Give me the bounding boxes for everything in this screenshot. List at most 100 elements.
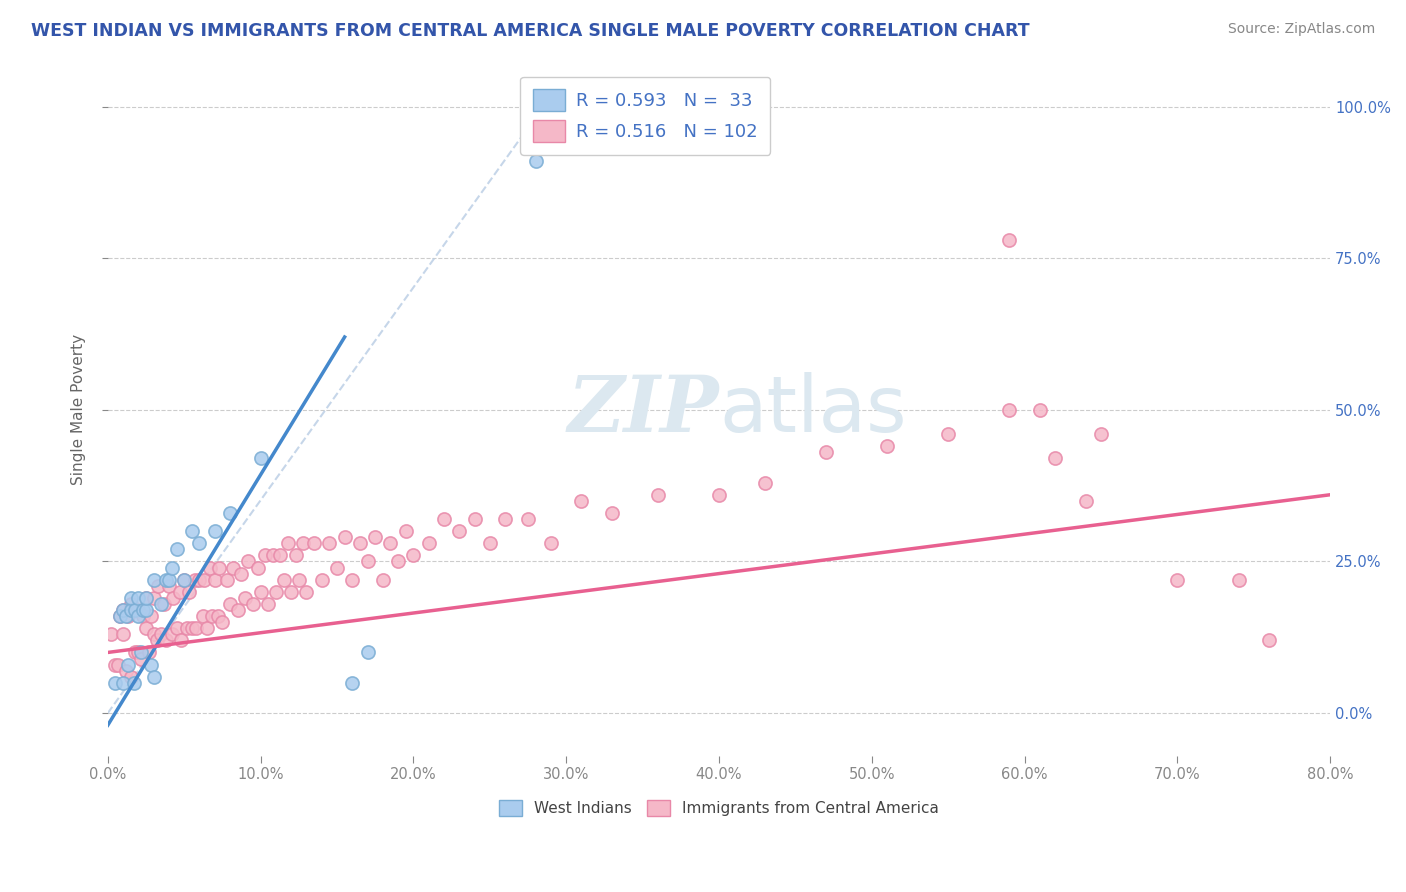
Point	[280, 584, 302, 599]
Point	[191, 609, 214, 624]
Point	[449, 524, 471, 538]
Point	[219, 597, 242, 611]
Point	[1029, 402, 1052, 417]
Point	[402, 549, 425, 563]
Point	[180, 621, 202, 635]
Point	[117, 657, 139, 672]
Point	[127, 603, 149, 617]
Point	[155, 633, 177, 648]
Point	[371, 573, 394, 587]
Point	[117, 609, 139, 624]
Point	[936, 427, 959, 442]
Point	[127, 609, 149, 624]
Legend: West Indians, Immigrants from Central America: West Indians, Immigrants from Central Am…	[491, 792, 946, 824]
Point	[478, 536, 501, 550]
Point	[257, 597, 280, 611]
Point	[707, 488, 730, 502]
Point	[342, 675, 364, 690]
Point	[173, 573, 195, 587]
Point	[418, 536, 440, 550]
Point	[145, 633, 167, 648]
Point	[107, 657, 129, 672]
Point	[208, 560, 231, 574]
Point	[1166, 573, 1188, 587]
Point	[120, 597, 142, 611]
Point	[1227, 573, 1250, 587]
Point	[162, 591, 184, 605]
Point	[139, 609, 162, 624]
Point	[177, 584, 200, 599]
Point	[201, 609, 224, 624]
Point	[754, 475, 776, 490]
Point	[204, 524, 226, 538]
Point	[166, 542, 188, 557]
Point	[160, 627, 183, 641]
Point	[600, 506, 623, 520]
Point	[169, 584, 191, 599]
Y-axis label: Single Male Poverty: Single Male Poverty	[72, 334, 86, 485]
Point	[100, 627, 122, 641]
Text: atlas: atlas	[718, 372, 907, 448]
Point	[246, 560, 269, 574]
Point	[571, 493, 593, 508]
Point	[540, 536, 562, 550]
Point	[120, 591, 142, 605]
Point	[229, 566, 252, 581]
Point	[342, 573, 364, 587]
Point	[219, 506, 242, 520]
Point	[238, 554, 260, 568]
Point	[349, 536, 371, 550]
Point	[138, 645, 160, 659]
Point	[127, 591, 149, 605]
Point	[1090, 427, 1112, 442]
Point	[295, 584, 318, 599]
Point	[186, 621, 208, 635]
Point	[277, 536, 299, 550]
Point	[112, 675, 135, 690]
Point	[433, 512, 456, 526]
Point	[139, 657, 162, 672]
Point	[132, 603, 155, 617]
Point	[249, 584, 271, 599]
Point	[142, 627, 165, 641]
Point	[170, 633, 193, 648]
Point	[160, 560, 183, 574]
Point	[249, 451, 271, 466]
Point	[122, 675, 145, 690]
Point	[131, 645, 153, 659]
Point	[463, 512, 485, 526]
Point	[132, 609, 155, 624]
Point	[173, 573, 195, 587]
Point	[288, 573, 311, 587]
Point	[380, 536, 402, 550]
Point	[150, 597, 173, 611]
Point	[150, 627, 173, 641]
Point	[142, 591, 165, 605]
Point	[524, 154, 547, 169]
Point	[647, 488, 669, 502]
Point	[104, 675, 127, 690]
Point	[157, 579, 180, 593]
Point	[318, 536, 340, 550]
Point	[108, 609, 131, 624]
Point	[269, 549, 291, 563]
Point	[1258, 633, 1281, 648]
Point	[124, 603, 146, 617]
Point	[142, 670, 165, 684]
Point	[115, 664, 138, 678]
Point	[131, 651, 153, 665]
Point	[135, 591, 157, 605]
Point	[122, 603, 145, 617]
Point	[311, 573, 333, 587]
Point	[204, 573, 226, 587]
Point	[153, 597, 176, 611]
Point	[1074, 493, 1097, 508]
Point	[356, 645, 378, 659]
Point	[188, 536, 211, 550]
Point	[273, 573, 295, 587]
Point	[998, 233, 1021, 247]
Point	[387, 554, 409, 568]
Point	[112, 603, 135, 617]
Point	[135, 621, 157, 635]
Point	[326, 560, 349, 574]
